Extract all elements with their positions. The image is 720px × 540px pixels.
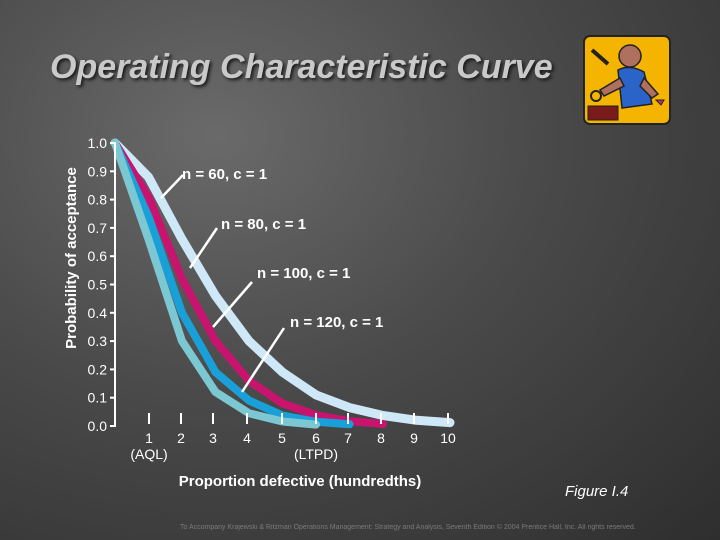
figure-label: Figure I.4	[565, 483, 629, 500]
leader-line-n-60-c-1	[160, 174, 184, 199]
y-tick-label: 0.6	[88, 248, 108, 264]
y-axis-title: Probability of acceptance	[63, 167, 80, 349]
y-tick-label: 0.7	[88, 220, 108, 236]
inspector-clipart-icon	[582, 34, 672, 131]
series-label-n-60-c-1: n = 60, c = 1	[182, 166, 267, 183]
y-tick-label: 0.8	[88, 192, 108, 208]
y-tick-label: 0.2	[88, 361, 108, 377]
series-line-n-60-c-1	[110, 138, 455, 428]
y-tick-label: 1.0	[88, 135, 108, 151]
leader-line-n-80-c-1	[188, 227, 219, 269]
x-tick-label: 6	[312, 430, 320, 446]
x-tick-label: 8	[377, 430, 385, 446]
x-tick-sublabel: (LTPD)	[294, 446, 338, 462]
y-tick-label: 0.5	[88, 277, 108, 293]
series-label-n-100-c-1: n = 100, c = 1	[257, 265, 350, 282]
y-tick-label: 0.9	[88, 163, 108, 179]
x-tick-label: 1	[145, 430, 153, 446]
x-tick-label: 10	[440, 430, 456, 446]
y-tick-label: 0.0	[88, 418, 108, 434]
x-tick-label: 2	[177, 430, 185, 446]
leader-line-n-100-c-1	[212, 281, 253, 328]
series-label-n-80-c-1: n = 80, c = 1	[221, 216, 306, 233]
x-tick-label: 7	[344, 430, 352, 446]
curves-layer	[110, 138, 455, 429]
x-tick-label: 3	[209, 430, 217, 446]
footer-credit: To Accompany Krajewski & Ritzman Operati…	[180, 524, 636, 531]
leader-line-n-120-c-1	[240, 327, 286, 393]
y-tick-label: 0.1	[88, 390, 108, 406]
x-tick-label: 4	[243, 430, 251, 446]
series-label-n-120-c-1: n = 120, c = 1	[290, 314, 383, 331]
curve-labels-layer: n = 60, c = 1 n = 80, c = 1 n = 100, c = 1…	[160, 166, 383, 393]
y-tick-label: 0.3	[88, 333, 108, 349]
axes-layer: 0.0 0.1 0.2 0.3 0.4 0.5 0.6 0.7 0.8 0.9 1.0 1(AQL) 2…	[88, 135, 456, 462]
x-tick-label: 5	[278, 430, 286, 446]
x-axis-title: Proportion defective (hundredths)	[179, 473, 422, 490]
y-tick-label: 0.4	[88, 305, 108, 321]
x-tick-label: 9	[410, 430, 418, 446]
slide-title: Operating Characteristic Curve	[50, 48, 553, 86]
x-tick-sublabel: (AQL)	[130, 446, 167, 462]
